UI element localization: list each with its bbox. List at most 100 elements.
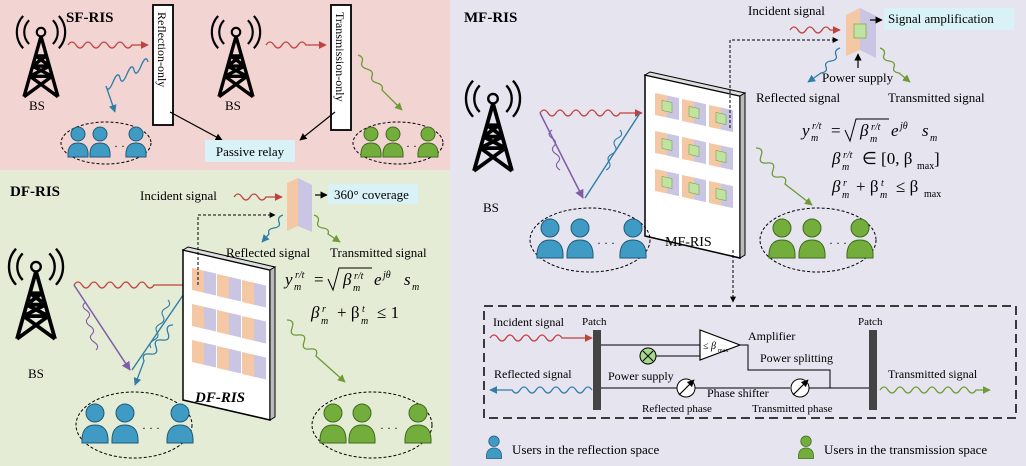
svg-text:β: β	[859, 121, 869, 140]
df-reflection-users-group	[75, 391, 193, 459]
svg-text:≤ β: ≤ β	[896, 177, 918, 196]
svg-text:s: s	[404, 270, 411, 289]
svg-text:∈ [0, β: ∈ [0, β	[862, 149, 912, 168]
df-title: DF-RIS	[10, 184, 60, 200]
mf-equation-2: β m r/t ∈ [0, β max ]	[831, 149, 940, 173]
detail-incident-wave	[489, 334, 593, 342]
patch-left-label: Patch	[582, 316, 607, 328]
detail-reflected-wave	[489, 386, 593, 394]
svg-text:]: ]	[934, 149, 940, 168]
df-reflected-to-users	[133, 324, 174, 386]
svg-text:r/t: r/t	[843, 150, 853, 161]
patch-left	[593, 330, 601, 410]
sf-reflection-users-group	[60, 121, 152, 165]
svg-text:m: m	[880, 190, 887, 201]
reflection-only-label: Reflection-only	[155, 12, 169, 87]
svg-text:max: max	[917, 161, 934, 172]
svg-text:m: m	[842, 190, 849, 201]
mf-bs-label: BS	[483, 200, 499, 215]
svg-text:jθ: jθ	[898, 121, 908, 132]
sf-transmission-users-group	[352, 121, 444, 165]
passive-relay-box	[205, 140, 295, 162]
line	[678, 379, 695, 396]
mf-transmitted-label: Transmitted signal	[888, 90, 985, 105]
svg-text:m: m	[353, 283, 360, 294]
mf-transmitted-to-users	[755, 147, 813, 206]
svg-text:m: m	[361, 316, 368, 327]
df-dots-2: · · ·	[380, 421, 398, 435]
svg-text:e: e	[374, 270, 382, 289]
patch-right	[869, 330, 877, 410]
svg-text:r/t: r/t	[354, 271, 364, 282]
df-dots: · · ·	[142, 421, 160, 435]
transmission-only-label: Transmission-only	[333, 12, 347, 102]
connector-line	[729, 37, 839, 128]
svg-text:jθ: jθ	[381, 270, 391, 281]
amplifier-triangle	[699, 329, 742, 361]
svg-text:β: β	[310, 303, 320, 322]
sf-incident-wave-2	[265, 41, 327, 49]
coverage-label: 360° coverage	[334, 187, 409, 202]
mf-dots-2: · · ·	[829, 236, 847, 250]
connector-line	[197, 212, 276, 285]
mf-incident-label: Incident signal	[748, 3, 825, 18]
detail-transmitted-label: Transmitted signal	[888, 367, 978, 381]
mf-ris-surface	[643, 71, 747, 259]
svg-text:m: m	[294, 282, 301, 293]
power-splitting-label: Power splitting	[760, 351, 833, 365]
mf-zoom-incident-wave	[789, 26, 841, 34]
mf-zoom-element	[846, 8, 876, 58]
df-equation-1: y m r/t = β m r/t e jθ s m	[283, 267, 419, 294]
df-reflected-label: Reflected signal	[226, 245, 310, 260]
df-wave-left	[82, 301, 99, 351]
mf-transmission-users-group	[759, 207, 877, 273]
mf-equation-1: y m r/t = β m r/t e jθ s m	[800, 118, 937, 145]
df-ris-surface	[181, 246, 277, 421]
svg-text:t: t	[362, 304, 365, 315]
svg-text:=: =	[314, 270, 324, 289]
phase-shifter-label: Phase shifter	[707, 386, 769, 400]
df-triangle-edge	[73, 284, 131, 371]
svg-text:y: y	[283, 270, 293, 289]
detail-incident-label: Incident signal	[493, 315, 565, 329]
svg-text:=: =	[831, 121, 841, 140]
svg-text:+ β: + β	[337, 303, 360, 322]
sf-title: SF-RIS	[66, 10, 114, 26]
patch-right-label: Patch	[858, 316, 883, 328]
df-zoom-reflected-wave	[261, 214, 284, 243]
sf-incident-wave	[67, 41, 149, 49]
coverage-box	[328, 184, 418, 204]
sf-bs-label-2: BS	[225, 98, 241, 113]
detail-transmitted-wave	[879, 386, 991, 394]
svg-text:β: β	[831, 177, 841, 196]
svg-text:r/t: r/t	[812, 121, 822, 132]
mf-power-supply-label: Power supply	[822, 70, 894, 85]
sf-reflected-wave	[105, 58, 149, 113]
mf-reflected-label: Reflected signal	[756, 90, 840, 105]
svg-text:β: β	[342, 270, 352, 289]
df-transmitted-to-users	[286, 319, 346, 383]
mf-dots: · · ·	[597, 236, 615, 250]
df-zoom-element	[287, 178, 312, 232]
transmission-only-surface	[330, 4, 352, 131]
svg-text:s: s	[922, 121, 929, 140]
mf-title: MF-RIS	[464, 10, 517, 26]
svg-text:≤ 1: ≤ 1	[377, 303, 399, 322]
line	[792, 379, 809, 396]
mf-triangle-edge-2	[584, 112, 641, 199]
df-wave-right	[149, 299, 171, 349]
line	[642, 350, 654, 362]
detail-reflected-label: Reflected signal	[494, 367, 572, 381]
svg-text:β: β	[831, 149, 841, 168]
svg-text:m: m	[412, 282, 419, 293]
df-transmission-users-group	[311, 391, 433, 459]
signal-amplification-box	[884, 8, 1014, 30]
svg-text:r/t: r/t	[871, 122, 881, 133]
svg-text:r: r	[322, 304, 326, 315]
df-zoom-transmitted-wave	[313, 214, 341, 243]
reflection-only-surface	[152, 4, 174, 126]
svg-text:m: m	[811, 133, 818, 144]
svg-text:y: y	[800, 121, 810, 140]
mf-reflection-users-group	[529, 207, 651, 273]
mf-wave-left	[548, 129, 561, 171]
